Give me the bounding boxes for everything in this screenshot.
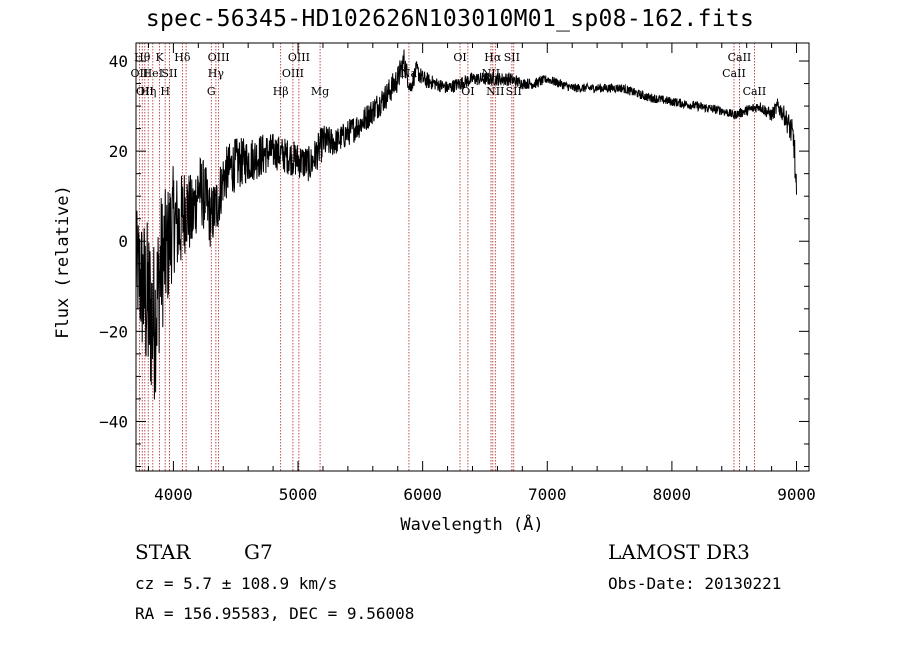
object-class: STAR — [135, 540, 191, 564]
spectral-line-label: Hγ — [208, 67, 225, 80]
object-subclass: G7 — [244, 540, 273, 564]
spectral-line-label: SII — [506, 85, 522, 98]
x-tick-label: 5000 — [279, 485, 318, 504]
chart-title: spec-56345-HD102626N103010M01_sp08-162.f… — [145, 6, 755, 32]
y-tick-label: 40 — [109, 52, 128, 71]
spectral-line-label: OII — [131, 67, 149, 80]
survey-name: LAMOST DR3 — [608, 540, 750, 564]
tick-labels: 4000 5000 6000 7000 8000 9000 −40 −20 0 20 40 — [99, 52, 816, 504]
spectral-line-labels: OIIHθOIIHηHeIKHSIIHδGHγOIIIHβOIIIOIIIMgN… — [131, 51, 767, 98]
spectral-line-label: SII — [504, 51, 520, 64]
spectral-line-label: CaII — [728, 51, 752, 64]
spectral-line-label: HeI — [143, 67, 163, 80]
spectrum-series — [135, 49, 797, 400]
spectral-line-label: Hθ — [134, 51, 151, 64]
y-tick-label: −40 — [99, 412, 128, 431]
spectral-line-label: Na — [401, 67, 418, 80]
spectral-line-label: SII — [161, 67, 177, 80]
spectral-line-label: NII — [482, 67, 500, 80]
spectral-line-label: CaII — [722, 67, 746, 80]
spectral-line-label: OII — [136, 85, 154, 98]
spectral-line-label: OIII — [282, 67, 304, 80]
spectral-line-label: NII — [486, 85, 504, 98]
observation-date: Obs-Date: 20130221 — [608, 574, 782, 593]
y-axis-label: Flux (relative) — [53, 185, 73, 339]
y-tick-label: −20 — [99, 322, 128, 341]
y-tick-label: 20 — [109, 142, 128, 161]
spectral-line-label: H — [160, 85, 170, 98]
spectral-line-label: G — [207, 85, 216, 98]
spectral-line-label: Hα — [484, 51, 502, 64]
spectral-line-label: Mg — [311, 85, 329, 98]
spectral-line-label: CaII — [743, 85, 767, 98]
spectral-line-label: OI — [461, 85, 474, 98]
spectral-line-label: OI — [453, 51, 466, 64]
redshift-velocity: cz = 5.7 ± 108.9 km/s — [135, 574, 338, 593]
coordinates: RA = 156.95583, DEC = 9.56008 — [135, 604, 415, 623]
x-tick-label: 7000 — [528, 485, 567, 504]
spectral-line-label: OIII — [208, 51, 230, 64]
x-axis-label: Wavelength (Å) — [400, 513, 543, 535]
spectral-line-label: Hη — [140, 85, 156, 98]
spectral-line-label: K — [155, 51, 164, 64]
x-tick-label: 6000 — [403, 485, 442, 504]
spectral-line-markers — [138, 43, 755, 471]
x-tick-label: 4000 — [154, 485, 193, 504]
y-tick-label: 0 — [118, 232, 128, 251]
plot-frame — [135, 42, 810, 472]
axis-ticks — [136, 43, 809, 471]
spectral-line-label: OIII — [288, 51, 310, 64]
x-tick-label: 9000 — [777, 485, 816, 504]
spectral-line-label: Hδ — [174, 51, 191, 64]
x-tick-label: 8000 — [653, 485, 692, 504]
flux-line — [135, 49, 797, 400]
spectral-line-label: Hβ — [273, 85, 289, 98]
